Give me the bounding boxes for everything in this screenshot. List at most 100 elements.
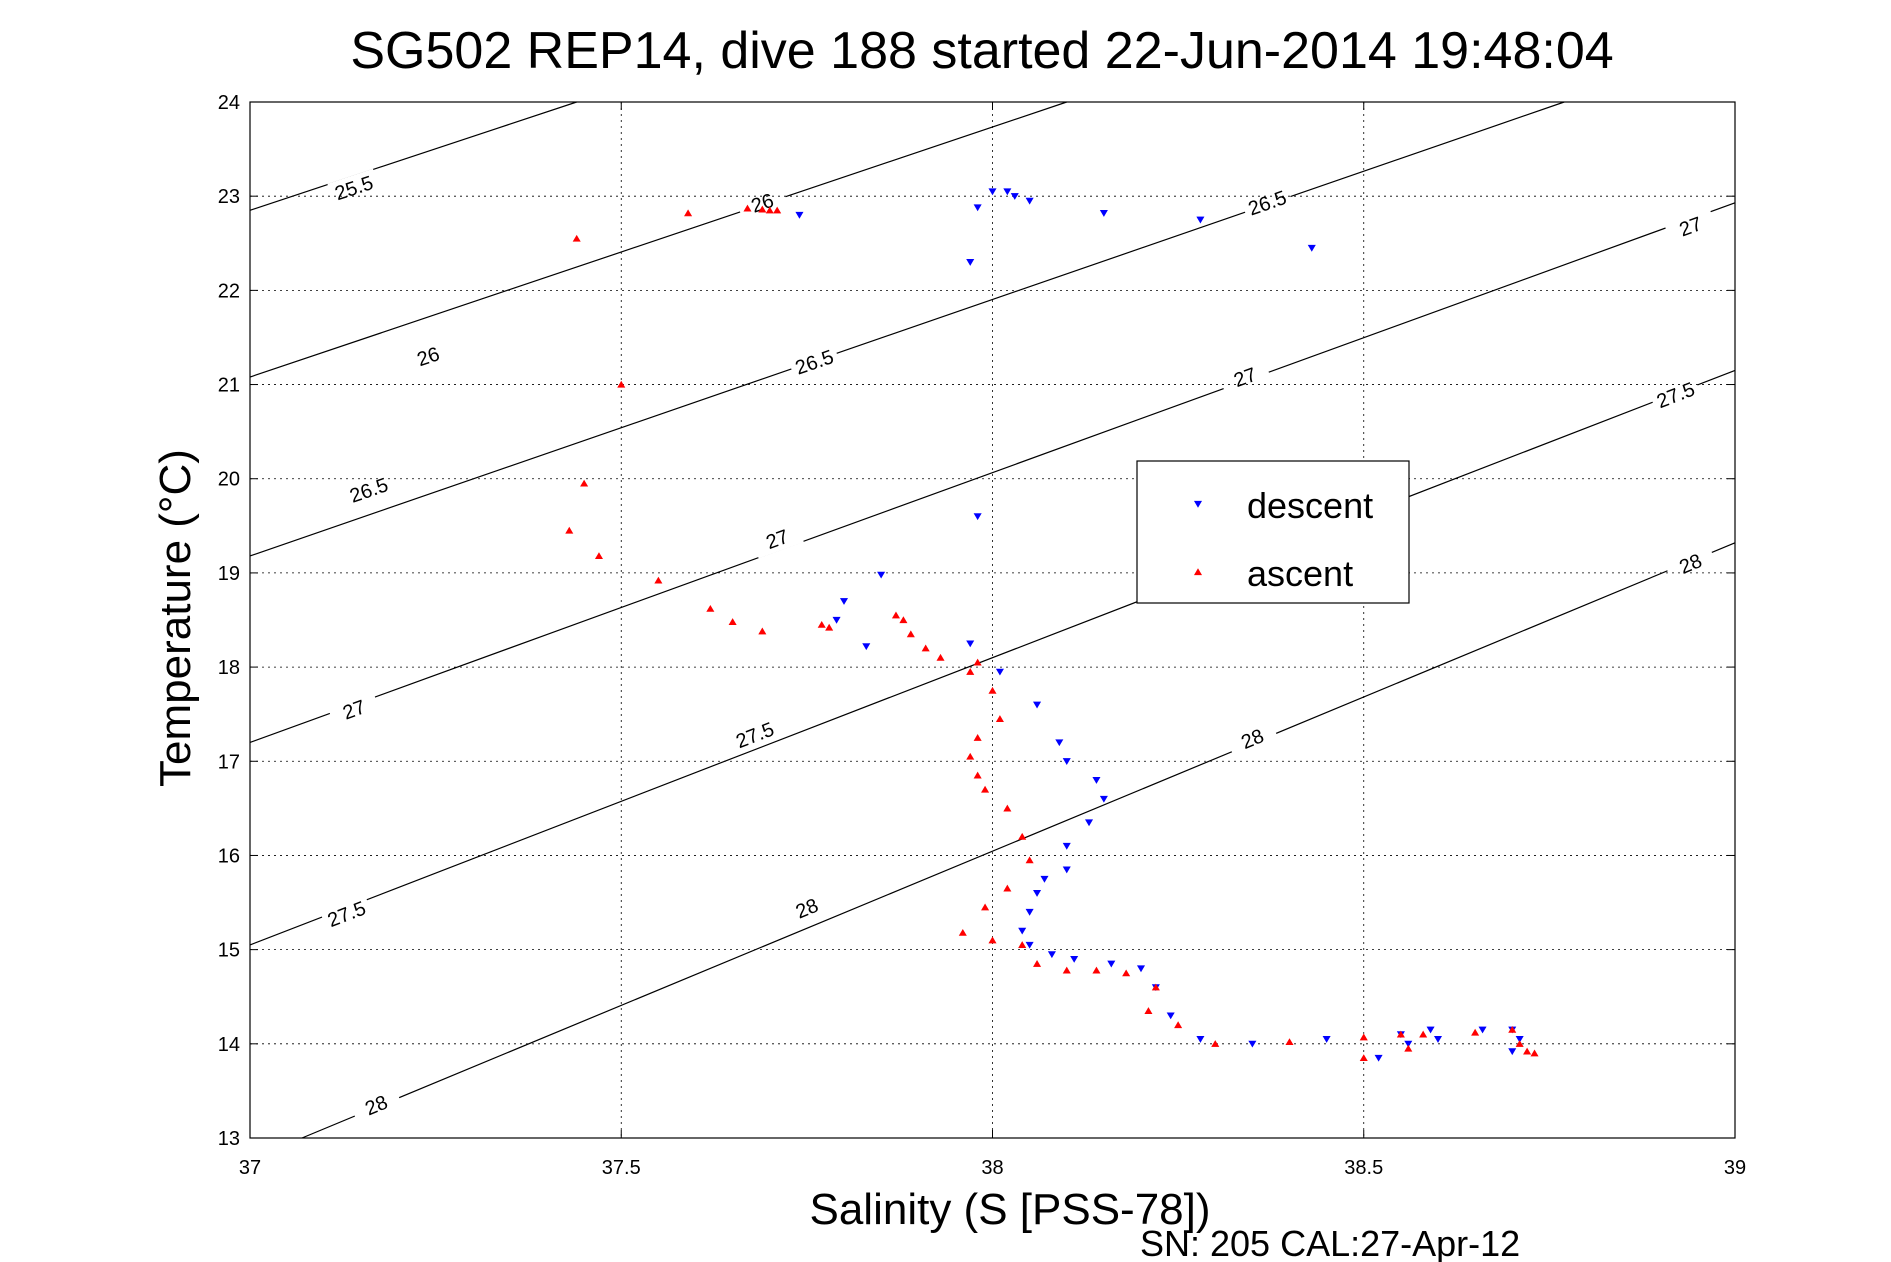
x-tick-label: 38 bbox=[981, 1157, 1003, 1179]
contour-label: 26.5 bbox=[347, 474, 391, 508]
ascent-point bbox=[758, 627, 767, 635]
ascent-point bbox=[743, 204, 752, 212]
descent-point bbox=[1322, 1036, 1331, 1043]
ascent-point bbox=[1144, 1007, 1153, 1014]
descent-point bbox=[1025, 908, 1034, 916]
ascent-point bbox=[899, 616, 908, 624]
ascent-point bbox=[1515, 1040, 1524, 1047]
ascent-point bbox=[684, 209, 693, 217]
ascent-point bbox=[1396, 1030, 1405, 1038]
contour-label-bg bbox=[349, 1084, 403, 1126]
ascent-point bbox=[1062, 966, 1071, 974]
descent-point bbox=[1062, 758, 1071, 766]
contour-label-bg bbox=[327, 689, 381, 729]
y-tick-label: 15 bbox=[218, 940, 240, 962]
descent-point bbox=[1003, 188, 1012, 196]
contour-label-bg bbox=[319, 893, 374, 934]
x-tick-label: 39 bbox=[1724, 1157, 1746, 1179]
descent-point bbox=[1307, 244, 1316, 252]
contour-label-bg bbox=[327, 168, 381, 207]
data-series bbox=[565, 188, 1539, 1062]
ascent-point bbox=[995, 715, 1004, 722]
y-axis-label: Temperature (°C) bbox=[151, 449, 200, 787]
ascent-point bbox=[817, 620, 826, 628]
legend-box bbox=[1136, 460, 1410, 604]
descent-point bbox=[1374, 1054, 1383, 1062]
ascent-point bbox=[1359, 1033, 1368, 1041]
ascent-point bbox=[617, 380, 626, 388]
y-tick-label: 22 bbox=[218, 280, 240, 302]
contour-label: 25.5 bbox=[332, 172, 376, 205]
y-tick-label: 23 bbox=[218, 186, 240, 208]
descent-point bbox=[1478, 1026, 1487, 1034]
ascent-point bbox=[958, 928, 967, 936]
descent-point bbox=[1092, 777, 1101, 784]
series-ascent bbox=[565, 204, 1539, 1062]
ascent-point bbox=[1003, 804, 1012, 812]
descent-point bbox=[1426, 1026, 1435, 1034]
descent-point bbox=[966, 259, 975, 266]
y-tick-label: 21 bbox=[218, 375, 240, 397]
ascent-point bbox=[1404, 1044, 1413, 1052]
grid-lines bbox=[250, 102, 1735, 1138]
ascent-point bbox=[1359, 1054, 1368, 1062]
ascent-point bbox=[891, 611, 900, 619]
contour-label-bg bbox=[735, 183, 789, 222]
y-tick-label: 16 bbox=[218, 845, 240, 867]
descent-point bbox=[966, 640, 975, 648]
ascent-point bbox=[773, 206, 782, 214]
ascent-point bbox=[765, 206, 774, 214]
contour-label-bg bbox=[780, 887, 834, 929]
contour-label: 26.5 bbox=[793, 346, 837, 380]
ascent-point bbox=[1122, 969, 1131, 977]
contour-label: 26.5 bbox=[1246, 187, 1290, 221]
ascent-point bbox=[572, 234, 581, 242]
descent-point bbox=[862, 643, 871, 651]
ascent-point bbox=[580, 479, 589, 487]
isopycnal-line-2 bbox=[249, 101, 1565, 557]
descent-point bbox=[1404, 1040, 1413, 1048]
ascent-point bbox=[758, 205, 767, 213]
descent-point bbox=[1055, 739, 1064, 747]
contour-label: 27.5 bbox=[325, 897, 369, 932]
y-tick-label: 14 bbox=[218, 1034, 240, 1056]
descent-point bbox=[1099, 210, 1108, 217]
descent-point bbox=[1508, 1048, 1517, 1056]
ascent-point bbox=[921, 644, 930, 652]
y-tick-label: 19 bbox=[218, 563, 240, 585]
ascent-point bbox=[1151, 983, 1160, 991]
descent-point bbox=[1025, 197, 1034, 205]
legend-label-ascent: ascent bbox=[1247, 553, 1353, 594]
descent-point bbox=[1010, 193, 1019, 200]
descent-point bbox=[832, 616, 841, 624]
ascent-point bbox=[973, 771, 982, 779]
descent-point bbox=[1033, 701, 1042, 709]
ascent-point bbox=[1471, 1028, 1480, 1036]
y-tick-label: 18 bbox=[218, 657, 240, 679]
descent-point bbox=[1062, 842, 1071, 850]
descent-point bbox=[1433, 1036, 1443, 1043]
ascent-point bbox=[1285, 1038, 1294, 1046]
descent-point bbox=[1107, 960, 1116, 968]
descent-point bbox=[1047, 951, 1056, 959]
ascent-point bbox=[966, 752, 975, 760]
contour-label-bg bbox=[1225, 718, 1280, 759]
isopycnal-line-3 bbox=[249, 202, 1736, 744]
descent-point bbox=[1085, 819, 1094, 827]
ascent-point bbox=[1033, 960, 1042, 967]
contour-label: 27.5 bbox=[733, 719, 777, 754]
ascent-point bbox=[973, 658, 982, 666]
contour-label-bg bbox=[750, 519, 804, 559]
contour-label-bg bbox=[728, 715, 782, 755]
ascent-point bbox=[1092, 966, 1101, 974]
ascent-point bbox=[1174, 1021, 1183, 1029]
ascent-point bbox=[1523, 1047, 1532, 1055]
descent-point bbox=[1196, 216, 1205, 224]
ascent-point bbox=[1018, 832, 1027, 840]
ascent-point bbox=[981, 903, 990, 911]
x-tick-label: 38.5 bbox=[1344, 1157, 1383, 1179]
isopycnal-line-1 bbox=[249, 101, 1067, 378]
contour-label-bg bbox=[1240, 183, 1294, 222]
ascent-point bbox=[988, 936, 997, 944]
